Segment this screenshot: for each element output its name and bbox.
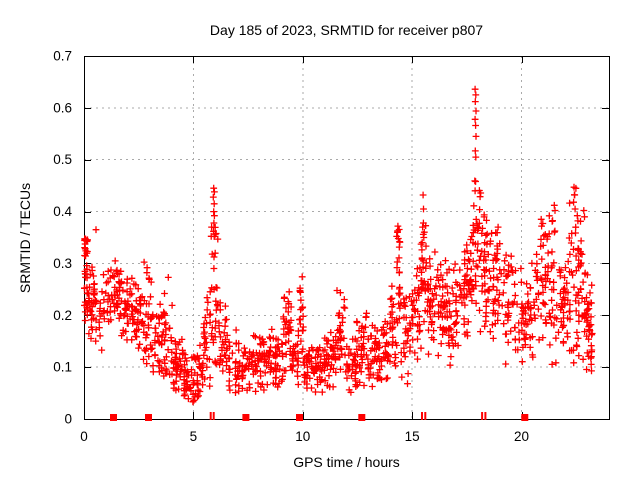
y-tick-label: 0.6 [53, 100, 72, 115]
y-tick-label: 0.1 [53, 360, 72, 375]
baseline-bar-marker [421, 412, 423, 420]
x-tick-label: 10 [295, 429, 310, 444]
scatter-points [81, 85, 596, 406]
x-axis-label: GPS time / hours [293, 454, 400, 470]
baseline-bar-marker [481, 412, 484, 420]
baseline-bar-marker [212, 412, 215, 420]
y-tick-label: 0.4 [53, 204, 72, 219]
x-tick-label: 5 [190, 429, 198, 444]
baseline-bar-marker [209, 412, 212, 420]
y-tick-label: 0.7 [53, 49, 72, 64]
x-tick-label: 0 [80, 429, 88, 444]
y-tick-label: 0.5 [53, 152, 72, 167]
baseline-square-marker [110, 414, 117, 421]
baseline-square-marker [242, 414, 250, 421]
x-tick-label: 15 [405, 429, 420, 444]
baseline-bar-marker [484, 412, 487, 420]
baseline-square-marker [296, 414, 303, 421]
chart-title: Day 185 of 2023, SRMTID for receiver p80… [209, 22, 484, 38]
x-tick-label: 20 [514, 429, 529, 444]
baseline-bar-marker [424, 412, 427, 420]
baseline-square-marker [521, 414, 529, 421]
y-tick-label: 0.2 [53, 308, 72, 323]
y-tick-label: 0 [64, 412, 72, 427]
baseline-square-marker [145, 414, 152, 421]
y-tick-label: 0.3 [53, 256, 72, 271]
y-axis-label: SRMTID / TECUs [17, 182, 33, 294]
baseline-square-marker [358, 414, 366, 421]
